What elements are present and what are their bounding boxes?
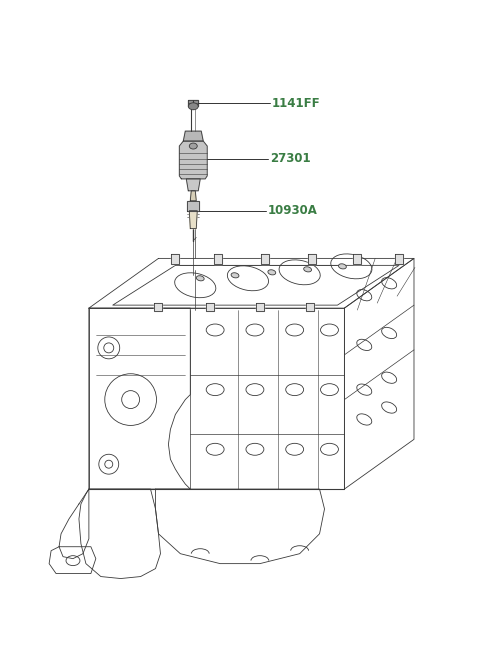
- Polygon shape: [187, 200, 199, 211]
- Text: 10930A: 10930A: [268, 204, 318, 217]
- Polygon shape: [183, 131, 203, 141]
- Ellipse shape: [268, 270, 276, 275]
- Ellipse shape: [231, 272, 239, 278]
- Ellipse shape: [338, 264, 347, 269]
- Polygon shape: [308, 254, 315, 265]
- Polygon shape: [188, 100, 198, 106]
- Polygon shape: [214, 254, 222, 265]
- Polygon shape: [206, 303, 214, 311]
- Ellipse shape: [196, 276, 204, 281]
- Polygon shape: [395, 254, 403, 265]
- Text: 27301: 27301: [270, 153, 311, 166]
- Text: 1141FF: 1141FF: [272, 97, 321, 110]
- Ellipse shape: [304, 267, 312, 272]
- Ellipse shape: [189, 143, 197, 149]
- Polygon shape: [256, 303, 264, 311]
- Ellipse shape: [188, 103, 198, 110]
- Polygon shape: [261, 254, 269, 265]
- Polygon shape: [171, 254, 180, 265]
- Polygon shape: [190, 191, 196, 200]
- Polygon shape: [155, 303, 162, 311]
- Polygon shape: [306, 303, 313, 311]
- Polygon shape: [180, 141, 207, 179]
- Polygon shape: [189, 211, 197, 229]
- Polygon shape: [186, 179, 200, 191]
- Polygon shape: [353, 254, 361, 265]
